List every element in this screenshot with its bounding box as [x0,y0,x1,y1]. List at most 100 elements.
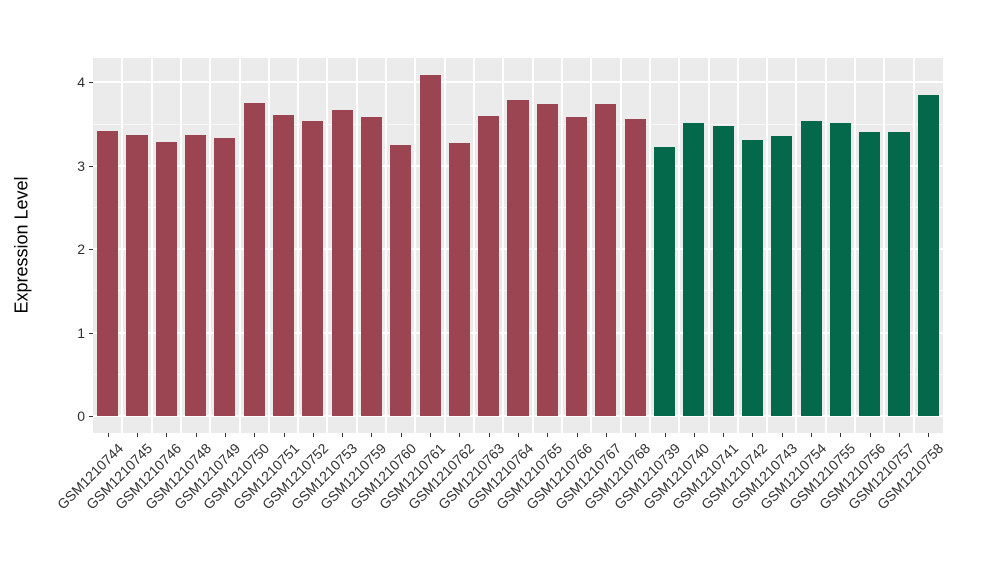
x-tick-mark [781,433,783,437]
bar [566,117,588,416]
y-tick-mark [89,165,93,167]
gridline-x [766,58,769,433]
x-tick-mark [899,433,901,437]
gridline-x [473,58,476,433]
y-tick-mark [89,332,93,334]
bar [829,123,851,416]
bar [536,104,558,416]
gridline-x [736,58,739,433]
x-tick-mark [312,433,314,437]
bar [595,104,617,416]
x-tick-mark [166,433,168,437]
bar [185,134,207,416]
x-tick-mark [136,433,138,437]
bar [331,109,353,416]
bar [800,120,822,416]
y-axis-title-text: Expression Level [11,176,32,314]
x-tick-mark [576,433,578,437]
x-tick-mark [283,433,285,437]
bar [478,115,500,416]
gridline-x [854,58,857,433]
gridline-x [678,58,681,433]
gridline-x [209,58,212,433]
y-tick-label: 4 [77,74,85,91]
gridline-x [560,58,563,433]
bar [771,135,793,416]
x-tick-mark [605,433,607,437]
gridline-x [707,58,710,433]
gridline-x [238,58,241,433]
bar [272,114,295,416]
bar [97,130,119,416]
bar [214,138,236,416]
bar [126,134,148,416]
x-tick-mark [254,433,256,437]
y-tick-label: 0 [77,408,85,424]
bar [917,94,939,416]
x-tick-mark [635,433,637,437]
x-tick-mark [869,433,871,437]
gridline-x [179,58,182,433]
bar [448,143,470,416]
bar [859,131,881,416]
x-tick-mark [488,433,490,437]
bar [654,146,676,416]
gridline-x [326,58,329,433]
y-tick-label: 2 [77,241,85,258]
gridline-x [267,58,270,433]
y-tick-label: 1 [77,324,85,341]
y-tick-mark [89,82,93,84]
bar [419,74,441,416]
gridline-x [502,58,505,433]
gridline-x [121,58,124,433]
bar [155,141,177,416]
y-axis-title: Expression Level [12,176,33,313]
bar [683,123,705,416]
gridline-x [414,58,417,433]
gridline-x [531,58,534,433]
x-tick-mark [371,433,373,437]
x-tick-mark [518,433,519,437]
x-tick-mark [430,433,432,437]
gridline-y-major [93,415,943,417]
x-tick-mark [723,433,725,437]
x-tick-mark [693,433,695,437]
gridline-x [443,58,446,433]
bar [302,120,324,416]
plot-panel [93,58,943,433]
gridline-x [912,58,915,433]
bar [360,116,382,416]
gridline-x [150,58,153,433]
gridline-x [795,58,798,433]
bar [243,103,265,416]
y-tick-mark [89,249,93,251]
y-tick-label: 3 [77,157,85,174]
x-tick-mark [664,433,666,437]
gridline-x [385,58,388,433]
x-tick-mark [342,433,344,437]
y-tick-mark [89,416,93,417]
gridline-x [355,58,358,433]
x-tick-mark [224,433,226,437]
gridline-x [590,58,593,433]
x-tick-mark [459,433,461,437]
bar [624,119,646,416]
x-tick-mark [840,433,842,437]
bar [507,99,529,416]
gridline-x [648,58,651,433]
x-tick-mark [752,433,754,437]
bar [888,132,910,416]
x-tick-mark [400,433,402,437]
x-tick-mark [195,433,197,437]
x-tick-mark [547,433,549,437]
bar [390,144,412,416]
gridline-x [619,58,622,433]
bar [741,139,764,416]
gridline-x [883,58,886,433]
x-tick-mark [811,433,813,437]
bar [712,125,734,416]
x-tick-mark [107,433,109,437]
gridline-x [824,58,827,433]
gridline-x [297,58,300,433]
